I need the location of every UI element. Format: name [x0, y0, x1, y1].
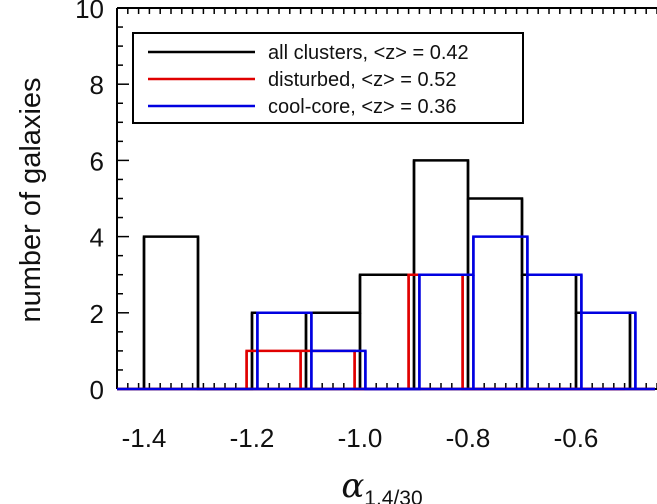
y-tick-label: 10 — [75, 0, 104, 24]
x-axis-label-symbol: α — [341, 466, 364, 504]
series-outline — [245, 273, 625, 391]
x-tick-label: -1.2 — [230, 423, 275, 453]
legend-label: disturbed, <z> = 0.52 — [268, 69, 456, 91]
y-tick-label: 0 — [90, 375, 104, 405]
x-tick-label: -0.6 — [554, 423, 599, 453]
y-tick-label: 4 — [90, 223, 104, 253]
x-axis-label: α1.4/30 — [341, 466, 422, 504]
x-tick-label: -1.0 — [338, 423, 383, 453]
y-tick-label: 6 — [90, 146, 104, 176]
series-2 — [117, 235, 655, 391]
y-tick-label: 2 — [90, 299, 104, 329]
y-tick-label: 8 — [90, 70, 104, 100]
tick-labels: -1.4 -1.2 -1.0 -0.8 -0.6 0 2 4 6 8 10 — [75, 0, 598, 453]
legend-label: cool-core, <z> = 0.36 — [268, 96, 456, 118]
x-tick-label: -1.4 — [122, 423, 167, 453]
x-tick-label: -0.8 — [446, 423, 491, 453]
legend-label: all clusters, <z> = 0.42 — [268, 42, 469, 64]
series-layer — [117, 159, 655, 391]
y-axis-label: number of galaxies — [15, 77, 47, 322]
x-axis-label-subscript: 1.4/30 — [364, 487, 422, 504]
legend: all clusters, <z> = 0.42 disturbed, <z> =… — [132, 32, 524, 124]
